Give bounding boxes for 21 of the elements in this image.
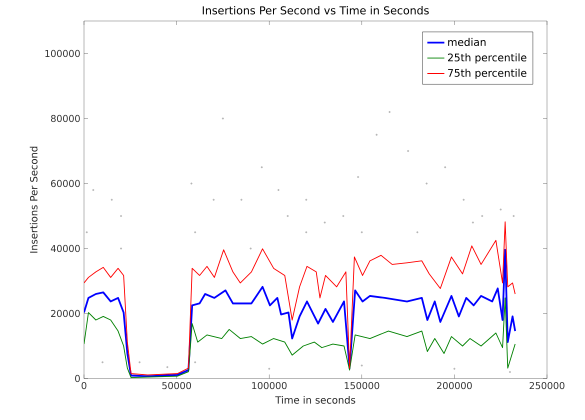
y-tick-label: 40000 xyxy=(50,244,80,252)
x-tick-label: 150000 xyxy=(344,382,380,390)
x-tick-label: 50000 xyxy=(162,382,192,390)
y-tick-label: 60000 xyxy=(51,180,80,188)
legend-label: median xyxy=(448,38,486,46)
y-axis-title: Insertions Per Second xyxy=(30,146,38,253)
chart-title: Insertions Per Second vs Time in Seconds xyxy=(202,6,429,14)
line-series xyxy=(84,221,516,376)
y-tick-label: 20000 xyxy=(51,310,80,318)
x-axis-title: Time in seconds xyxy=(275,396,356,404)
x-tick-label: 100000 xyxy=(252,382,287,390)
x-tick-label: 200000 xyxy=(437,382,472,390)
y-tick-label: 0 xyxy=(75,374,80,382)
legend-label: 75th percentile xyxy=(448,68,526,79)
x-tick-label: 250000 xyxy=(530,382,564,390)
x-tick-label: 0 xyxy=(82,382,86,390)
line-series xyxy=(84,297,516,378)
y-tick-label: 100000 xyxy=(45,50,80,58)
y-tick-label: 80000 xyxy=(51,114,80,122)
line-series xyxy=(84,248,516,378)
legend-label: 25th percentile xyxy=(448,53,526,64)
